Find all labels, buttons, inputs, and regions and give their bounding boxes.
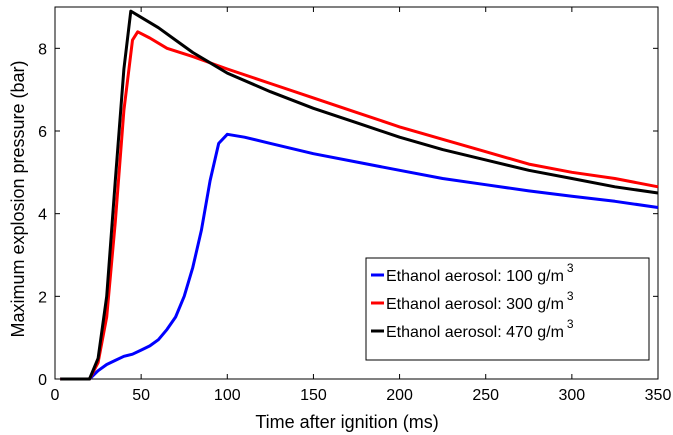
y-tick-label: 4	[38, 207, 47, 224]
legend-label-superscript-1: 3	[567, 261, 574, 275]
y-axis-ticks: 0 2 4 6 8	[38, 41, 658, 389]
y-tick-label: 0	[38, 372, 47, 389]
x-tick-label: 50	[132, 387, 150, 404]
legend-label-3: Ethanol aerosol: 470 g/m	[386, 324, 564, 341]
y-axis-title: Maximum explosion pressure (bar)	[8, 60, 28, 337]
x-tick-label: 200	[386, 387, 413, 404]
legend-box	[365, 257, 650, 361]
legend-label-superscript-3: 3	[567, 317, 574, 331]
series-lines	[60, 9, 659, 381]
y-tick-label: 2	[38, 289, 47, 306]
x-tick-label: 100	[214, 387, 241, 404]
y-tick-label: 6	[38, 124, 47, 141]
x-tick-label: 250	[472, 387, 499, 404]
series-line-1	[60, 132, 659, 381]
y-tick-label: 8	[38, 41, 47, 58]
legend-label-superscript-2: 3	[567, 289, 574, 303]
x-tick-label: 0	[51, 387, 60, 404]
legend-label-2: Ethanol aerosol: 300 g/m	[386, 296, 564, 313]
legend-label-1: Ethanol aerosol: 100 g/m	[386, 268, 564, 285]
x-axis-title: Time after ignition (ms)	[255, 412, 438, 432]
series-line-3	[60, 9, 659, 381]
x-tick-label: 150	[300, 387, 327, 404]
x-tick-label: 350	[645, 387, 672, 404]
x-axis-ticks: 0 50 100 150 200 250 300 350	[51, 7, 672, 404]
x-tick-label: 300	[559, 387, 586, 404]
